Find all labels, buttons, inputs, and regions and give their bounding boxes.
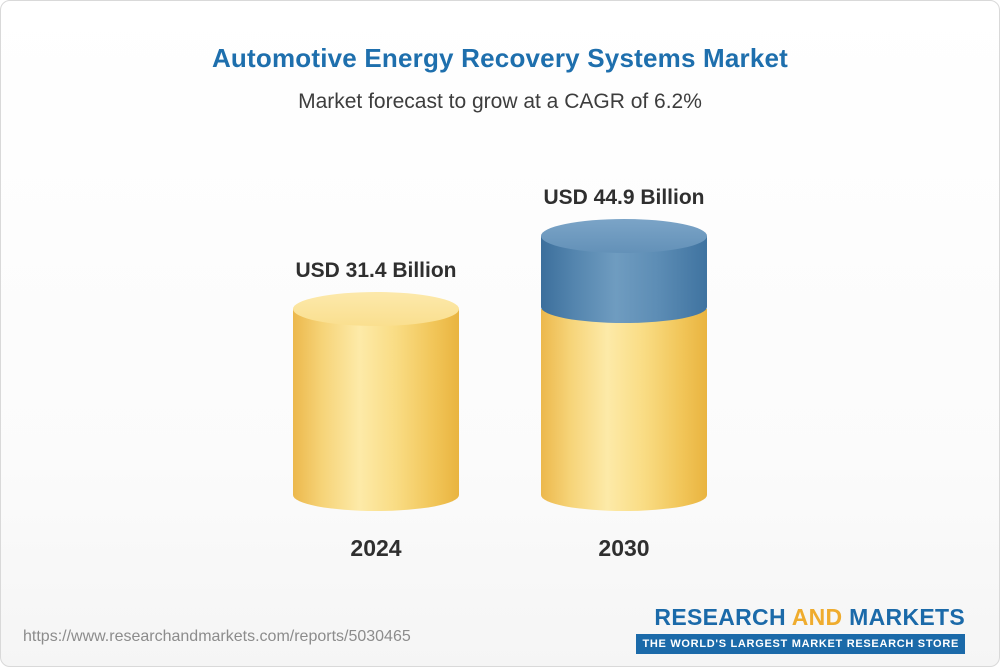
bar-2024-stack: USD 31.4 Billion [293,259,459,511]
bar-2030-stack: USD 44.9 Billion [541,186,707,511]
research-and-markets-logo: RESEARCH AND MARKETS THE WORLD'S LARGEST… [636,604,965,654]
source-url: https://www.researchandmarkets.com/repor… [23,628,411,645]
logo-word-and: AND [791,604,843,630]
x-axis-label-2024: 2024 [350,535,402,561]
logo-wordmark: RESEARCH AND MARKETS [636,604,965,631]
cylinder-top-ellipse-2024 [293,292,459,326]
chart-title: Automotive Energy Recovery Systems Marke… [211,43,789,73]
bar-2024-segment-base [293,292,459,511]
cylinder-top-ellipse-2030 [541,219,707,253]
logo-word-research: RESEARCH [654,604,786,630]
bar-2024: USD 31.4 Billion 2024 [293,1,459,666]
bar-2030: USD 44.9 Billion 2030 [541,1,707,666]
bar-2030-segment-growth [541,219,707,323]
logo-word-markets: MARKETS [849,604,965,630]
chart-subtitle: Market forecast to grow at a CAGR of 6.2… [298,90,702,113]
bar-2030-segment-base [541,309,707,511]
x-axis-label-2030: 2030 [598,535,650,561]
logo-tagline: THE WORLD'S LARGEST MARKET RESEARCH STOR… [636,634,965,654]
bar-value-label-2024: USD 31.4 Billion [295,259,457,282]
bar-value-label-2030: USD 44.9 Billion [543,186,705,209]
